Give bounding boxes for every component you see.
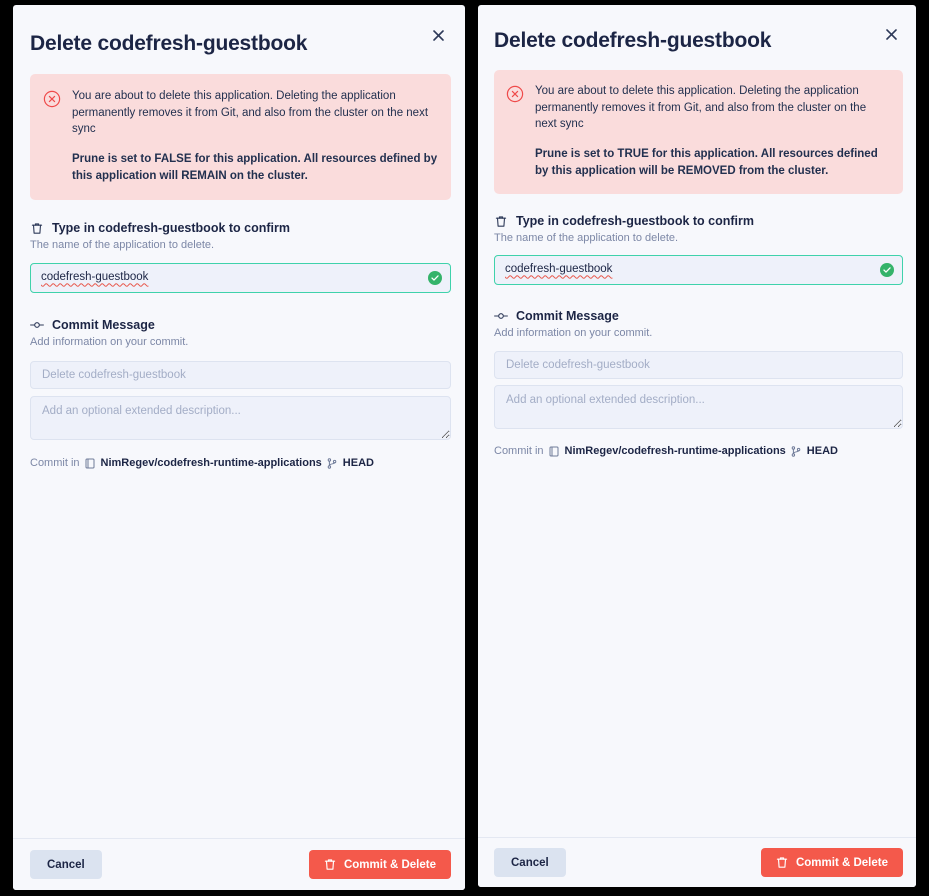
confirm-name-input[interactable] [30,263,451,294]
dialog-body: Delete codefresh-guestbook You are about… [478,5,916,837]
commit-branch-name: HEAD [806,445,838,458]
commit-section-subtitle: Add information on your commit. [30,336,189,349]
commit-branch-name: HEAD [342,457,374,470]
dialog-footer: Cancel Commit & Delete [13,838,465,890]
alert-text: You are about to delete this application… [535,83,891,179]
warning-alert: You are about to delete this application… [30,74,451,201]
commit-description-textarea[interactable] [494,385,903,430]
commit-section-head: Commit Message [494,309,916,323]
git-commit-icon [30,318,44,332]
warning-alert: You are about to delete this application… [494,70,903,195]
confirm-name-input[interactable] [494,255,903,286]
confirm-section: Type in codefresh-guestbook to confirm T… [30,221,465,251]
alert-line-2: permanently removes it from Git, and als… [535,101,867,131]
commit-message-field-wrap [494,351,903,380]
commit-description-field-wrap [30,396,451,445]
commit-section-title: Commit Message [52,318,155,333]
commit-message-field-wrap [30,361,451,390]
confirm-section-head: Type in codefresh-guestbook to confirm [494,214,916,228]
commit-and-delete-button[interactable]: Commit & Delete [760,848,903,877]
commit-and-delete-button[interactable]: Commit & Delete [308,850,451,879]
commit-section-head: Commit Message [30,318,465,332]
confirm-section-subtitle: The name of the application to delete. [494,232,679,245]
error-circle-icon [43,90,61,108]
dialog-body: Delete codefresh-guestbook You are about… [13,5,465,838]
commit-target-info: Commit in NimRegev/codefresh-runtime-app… [494,445,916,457]
cancel-button[interactable]: Cancel [30,850,102,879]
error-circle-icon [506,85,524,103]
commit-in-label: Commit in [30,457,80,470]
cancel-button[interactable]: Cancel [494,848,566,877]
confirm-name-field-wrap: codefresh-guestbook [30,263,451,294]
close-icon[interactable] [429,26,447,44]
alert-line-1: You are about to delete this application… [72,90,396,102]
alert-emphasis: Prune is set to TRUE for this applicatio… [535,148,878,177]
alert-text: You are about to delete this application… [72,88,439,184]
git-commit-icon [494,309,508,323]
confirm-name-field-wrap: codefresh-guestbook [494,255,903,286]
page-title: Delete codefresh-guestbook [30,32,308,55]
commit-target-info: Commit in NimRegev/codefresh-runtime-app… [30,457,465,469]
confirm-section-title: Type in codefresh-guestbook to confirm [52,221,290,236]
check-circle-icon [880,263,894,278]
alert-line-1: You are about to delete this application… [535,85,859,97]
commit-section: Commit Message Add information on your c… [30,318,465,348]
branch-icon [791,446,802,457]
commit-description-textarea[interactable] [30,396,451,441]
delete-application-dialog-prune-true: Delete codefresh-guestbook You are about… [478,5,916,887]
commit-section: Commit Message Add information on your c… [494,309,916,339]
commit-message-input[interactable] [30,361,451,390]
close-icon[interactable] [882,25,900,43]
trash-icon [30,221,44,235]
commit-message-input[interactable] [494,351,903,380]
alert-line-2: permanently removes it from Git, and als… [72,106,429,136]
commit-section-subtitle: Add information on your commit. [494,327,653,340]
commit-in-label: Commit in [494,445,544,458]
delete-application-dialog-prune-false: Delete codefresh-guestbook You are about… [13,5,465,890]
confirm-section-head: Type in codefresh-guestbook to confirm [30,221,465,235]
trash-icon [324,859,336,871]
commit-and-delete-label: Commit & Delete [795,856,888,869]
repo-icon [85,458,96,469]
commit-section-title: Commit Message [516,309,619,324]
alert-emphasis: Prune is set to FALSE for this applicati… [72,153,438,182]
trash-icon [494,214,508,228]
confirm-section-title: Type in codefresh-guestbook to confirm [516,214,754,229]
repo-icon [549,446,560,457]
dialog-footer: Cancel Commit & Delete [478,837,916,887]
page-title: Delete codefresh-guestbook [494,29,772,52]
commit-description-field-wrap [494,385,903,434]
branch-icon [327,458,338,469]
check-circle-icon [428,271,442,286]
panel-divider [465,0,478,896]
trash-icon [776,857,788,869]
commit-repo-name: NimRegev/codefresh-runtime-applications [100,457,322,470]
commit-repo-name: NimRegev/codefresh-runtime-applications [564,445,786,458]
confirm-section: Type in codefresh-guestbook to confirm T… [494,214,916,244]
confirm-section-subtitle: The name of the application to delete. [30,239,215,252]
commit-and-delete-label: Commit & Delete [343,858,436,871]
